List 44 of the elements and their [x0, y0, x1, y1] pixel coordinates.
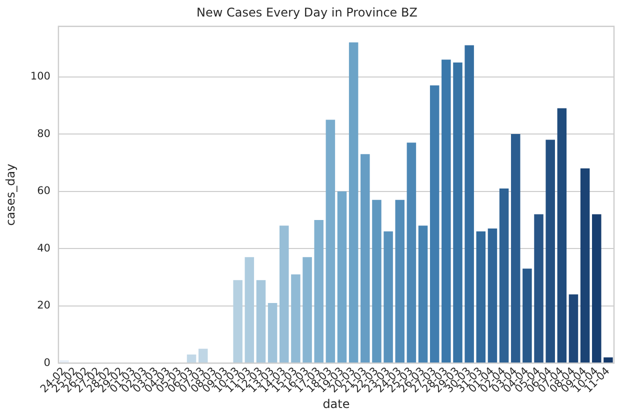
bar — [546, 140, 555, 363]
bar — [430, 85, 440, 363]
bar — [592, 214, 602, 363]
bar — [604, 357, 613, 363]
bar — [302, 257, 312, 363]
bar — [291, 274, 300, 363]
bar — [442, 60, 451, 363]
y-tick-label: 100 — [30, 70, 50, 83]
bar — [348, 42, 358, 363]
bar — [198, 348, 208, 363]
bar — [186, 354, 196, 363]
y-axis-title: cases_day — [3, 164, 18, 226]
bar — [418, 226, 428, 363]
bar — [384, 231, 393, 363]
y-tick-label: 80 — [37, 128, 50, 140]
bar — [337, 191, 347, 363]
bar — [280, 226, 289, 363]
y-tick-label: 60 — [37, 185, 50, 198]
bar — [453, 62, 462, 363]
bar — [488, 228, 498, 363]
bar — [326, 120, 336, 363]
x-axis-title: date — [322, 396, 350, 411]
bar — [522, 268, 532, 363]
bar — [464, 45, 474, 363]
bar — [499, 188, 509, 363]
bar — [568, 294, 578, 363]
y-tick-label: 20 — [37, 300, 50, 312]
bar — [580, 168, 590, 363]
bar — [360, 154, 370, 363]
bar — [314, 220, 324, 363]
bar — [268, 302, 278, 363]
bar — [406, 142, 416, 363]
bar — [557, 108, 567, 363]
bar — [476, 231, 486, 363]
bar — [395, 200, 405, 363]
y-tick-label: 0 — [44, 356, 50, 369]
bar — [534, 214, 544, 363]
bar — [510, 134, 520, 363]
y-tick-label: 40 — [37, 242, 50, 254]
bar — [244, 257, 254, 363]
bar — [233, 280, 242, 363]
bar — [256, 280, 266, 363]
chart-title: New Cases Every Day in Province BZ — [196, 5, 418, 20]
bar — [372, 200, 382, 363]
